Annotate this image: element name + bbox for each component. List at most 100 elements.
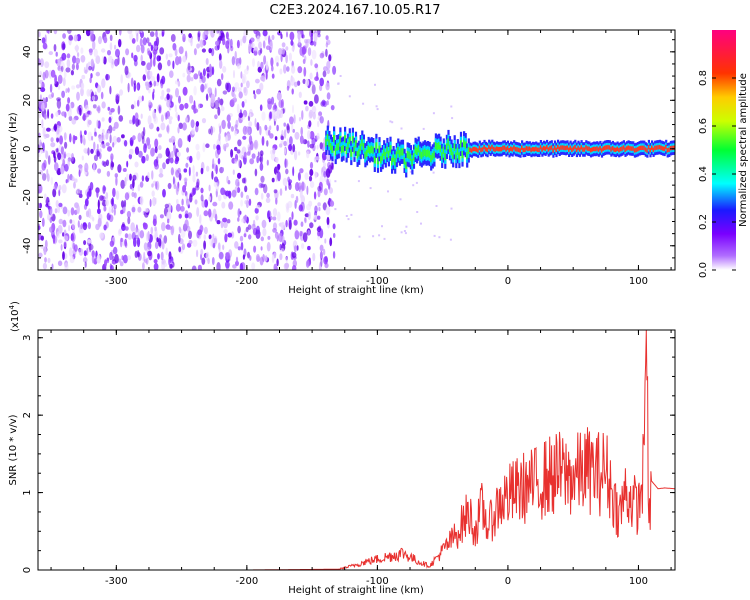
heatmap-cell (192, 187, 197, 195)
heatmap-cell (102, 144, 106, 149)
heatmap-cell (63, 69, 67, 79)
heatmap-cell (78, 248, 84, 256)
heatmap-cell (62, 206, 68, 215)
heatmap-cell (640, 145, 643, 151)
heatmap-cell (240, 241, 244, 251)
heatmap-cell (57, 260, 63, 267)
heatmap-cell (202, 68, 206, 77)
heatmap-cell (389, 120, 392, 123)
heatmap-cell (149, 198, 152, 208)
heatmap-cell (510, 146, 513, 151)
heatmap-cell (206, 165, 210, 172)
heatmap-cell (375, 142, 378, 150)
heatmap-cell (306, 185, 309, 195)
heatmap-cell (499, 147, 502, 152)
heatmap-cell (157, 62, 163, 71)
heatmap-cell (118, 39, 122, 48)
heatmap-cell (330, 162, 334, 170)
colorbar-ticks: 0.0 0.2 0.4 0.6 0.8 (698, 70, 736, 278)
heatmap-cell (351, 136, 354, 144)
heatmap-cell (122, 56, 126, 66)
heatmap-cell (324, 255, 328, 263)
heatmap-cell (213, 143, 216, 150)
heatmap-cell (63, 235, 69, 242)
heatmap-cell (266, 140, 269, 147)
heatmap-cell (277, 211, 281, 222)
heatmap-cell (334, 134, 337, 137)
heatmap-cell (290, 40, 294, 46)
heatmap-cell (110, 108, 115, 113)
heatmap-cell (276, 124, 279, 132)
heatmap-cell (283, 140, 288, 147)
heatmap-cell (251, 262, 256, 270)
heatmap-cell (259, 162, 264, 171)
heatmap-cell (65, 179, 68, 184)
heatmap-cell (61, 90, 65, 99)
heatmap-cell (439, 145, 442, 153)
heatmap-cell (182, 72, 186, 78)
heatmap-cell (50, 137, 54, 143)
heatmap-cell (506, 145, 510, 151)
heatmap-cell (334, 148, 337, 156)
heatmap-cell (329, 237, 333, 247)
heatmap-cell (178, 95, 181, 104)
heatmap-cell (459, 140, 463, 148)
heatmap-cell (240, 191, 244, 198)
heatmap-cell (105, 142, 110, 147)
heatmap-cell (70, 70, 74, 76)
heatmap-cell (53, 44, 57, 52)
heatmap-cell (212, 233, 215, 240)
heatmap-cell (259, 104, 263, 111)
heatmap-cell (182, 185, 187, 193)
heatmap-cell (124, 192, 130, 201)
heatmap-cell (258, 49, 262, 56)
heatmap-cell (229, 38, 233, 49)
heatmap-cell (196, 43, 201, 49)
heatmap-cell (372, 146, 375, 154)
heatmap-cell (350, 149, 353, 157)
heatmap-cell (51, 263, 54, 270)
heatmap-cell (220, 106, 225, 112)
heatmap-cell (273, 263, 278, 270)
heatmap-cell (120, 209, 124, 215)
heatmap-cell (165, 247, 168, 256)
heatmap-cell (353, 146, 356, 154)
heatmap-cell (449, 238, 452, 241)
heatmap-cell (197, 264, 202, 270)
heatmap-cell (333, 233, 336, 238)
heatmap-cell (90, 58, 95, 68)
heatmap-cell (242, 76, 245, 84)
heatmap-cell (272, 222, 278, 230)
heatmap-cell (530, 147, 533, 153)
heatmap-cell (420, 222, 422, 225)
heatmap-cell (60, 165, 65, 175)
heatmap-cell (167, 225, 172, 230)
heatmap-cell (216, 30, 219, 35)
heatmap-cell (593, 146, 596, 152)
heatmap-cell (60, 146, 64, 155)
heatmap-cell (332, 65, 337, 75)
heatmap-cell (71, 85, 76, 90)
heatmap-cell (234, 241, 239, 249)
heatmap-cell (248, 146, 251, 155)
heatmap-cell (101, 101, 106, 109)
heatmap-cell (235, 256, 239, 263)
heatmap-cell (186, 200, 190, 206)
heatmap-cell (47, 155, 51, 165)
heatmap-cell (357, 180, 360, 183)
snr-multiplier: (x104) (8, 301, 21, 332)
heatmap-cell (203, 234, 207, 241)
heatmap-cell (123, 199, 127, 208)
heatmap-cell (129, 33, 134, 41)
heatmap-cell (255, 254, 260, 262)
heatmap-cell (209, 63, 212, 72)
heatmap-cell (167, 182, 172, 190)
heatmap-cell (611, 146, 614, 151)
heatmap-cell (147, 143, 151, 150)
heatmap-cell (184, 219, 189, 229)
heatmap-cell (441, 152, 444, 160)
heatmap-cell (101, 117, 105, 122)
heatmap-cell (285, 54, 288, 64)
heatmap-cell (168, 119, 172, 125)
heatmap-cell (134, 234, 139, 240)
